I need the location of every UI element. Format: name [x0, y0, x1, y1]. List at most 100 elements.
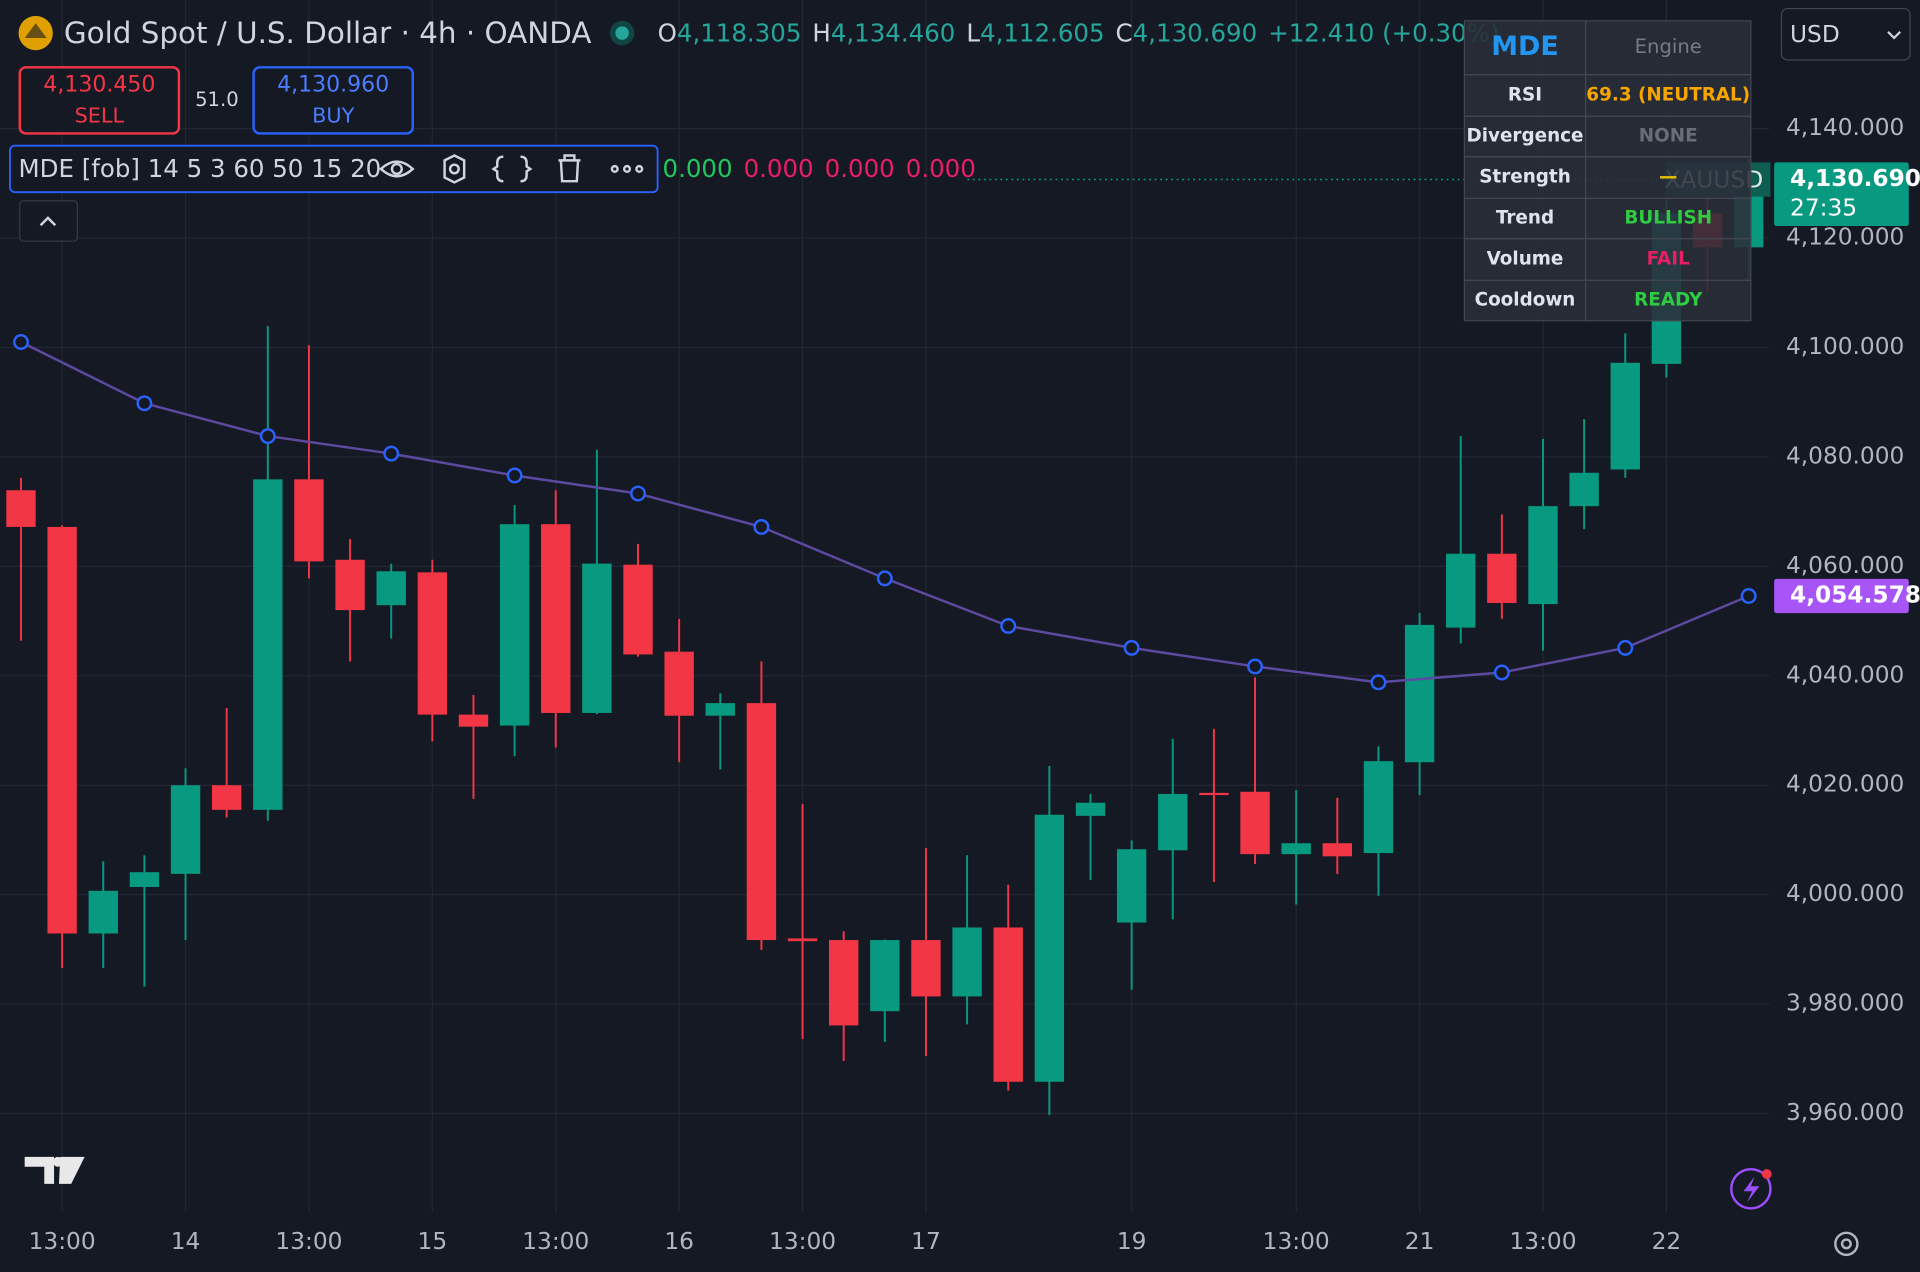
- candle-body: [47, 526, 77, 934]
- ma-marker: [1617, 639, 1634, 656]
- ma-marker: [13, 334, 29, 350]
- candle-body: [705, 703, 735, 716]
- ohlc-key: O: [658, 18, 677, 47]
- candle-body: [787, 938, 818, 942]
- ma-marker: [136, 395, 153, 412]
- buy-price: 4,130.960: [277, 73, 389, 98]
- table-key: Cooldown: [1475, 290, 1576, 311]
- buy-button[interactable]: [252, 66, 414, 135]
- currency-caret: [1887, 31, 1902, 40]
- candle-body: [1281, 843, 1311, 855]
- eye-icon[interactable]: [379, 160, 415, 178]
- y-tick-label: 4,100.000: [1786, 333, 1904, 360]
- source-icon[interactable]: [491, 155, 533, 183]
- candle-body: [993, 927, 1023, 1082]
- currency-select[interactable]: [1780, 7, 1911, 61]
- table-key: Strength: [1479, 167, 1571, 188]
- indicator-values: 0.000 0.000 0.000 0.000: [663, 154, 976, 183]
- candle-body: [623, 564, 653, 655]
- y-tick-label: 4,000.000: [1786, 880, 1904, 907]
- candle-body: [746, 703, 777, 941]
- candle-body: [1199, 792, 1229, 796]
- ohlc-value: 4,134.460: [831, 18, 956, 47]
- ohlc-key: C: [1116, 18, 1133, 47]
- candle-body: [417, 572, 448, 715]
- candle-body: [1610, 362, 1640, 470]
- table-key: Trend: [1496, 208, 1554, 229]
- candle-body: [376, 571, 406, 606]
- x-tick-label: 22: [1652, 1228, 1682, 1255]
- ohlc-change: +12.410 (+0.30%): [1268, 18, 1499, 47]
- more-dot: [635, 164, 644, 173]
- y-tick-label: 4,080.000: [1786, 442, 1904, 469]
- ma-marker: [1247, 658, 1264, 675]
- y-tick-label: 4,140.000: [1786, 114, 1904, 141]
- more-dot: [622, 164, 632, 173]
- table-header: MDE: [1491, 31, 1559, 62]
- candle-body: [458, 714, 489, 727]
- live-dot: [615, 26, 629, 40]
- table-value: READY: [1634, 290, 1703, 311]
- candle-body: [211, 785, 242, 810]
- x-tick-label: 14: [171, 1228, 201, 1255]
- indicator-legend[interactable]: [9, 144, 659, 194]
- currency-label: USD: [1790, 21, 1840, 48]
- candle-body: [911, 940, 941, 997]
- ohlc-value: 4,118.305: [677, 18, 802, 47]
- ma-marker: [1493, 664, 1510, 681]
- notification-dot: [1761, 1169, 1772, 1179]
- symbol-title: Gold Spot / U.S. Dollar · 4h · OANDA: [64, 16, 592, 50]
- ma-marker: [630, 485, 646, 502]
- price-tag-timer: 27:35: [1790, 194, 1857, 221]
- indicator-value: 0.000: [906, 154, 976, 183]
- candle-body: [829, 940, 859, 1026]
- legend-icons: [379, 154, 644, 184]
- y-tick-label: 4,060.000: [1786, 552, 1904, 579]
- price-tag-label: 4,054.578: [1790, 582, 1920, 609]
- eye-pupil: [390, 162, 403, 176]
- candle-body: [6, 490, 36, 527]
- settings-gear[interactable]: [1834, 1231, 1859, 1257]
- tv-logo-dot: [52, 1156, 63, 1167]
- price-tag: [1774, 578, 1909, 614]
- candle-body: [1116, 849, 1147, 923]
- x-tick-label: 13:00: [29, 1228, 96, 1255]
- y-tick-label: 3,980.000: [1786, 990, 1904, 1017]
- ma-marker: [506, 467, 523, 484]
- y-tick-label: 3,960.000: [1786, 1099, 1904, 1126]
- ma-marker: [383, 445, 400, 462]
- candle-body: [1487, 553, 1517, 603]
- sell-button[interactable]: [18, 66, 181, 135]
- candle-body: [541, 524, 571, 713]
- candle-body: [1075, 802, 1106, 816]
- candle-body: [1322, 843, 1353, 857]
- table-value: —: [1659, 167, 1677, 188]
- candle-body: [664, 651, 694, 716]
- buy-label: BUY: [312, 103, 354, 127]
- ohlc-value: 4,130.690: [1133, 18, 1258, 47]
- candle-body: [952, 927, 982, 997]
- indicator-label: MDE [fob] 14 5 3 60 50 15 20: [19, 154, 382, 183]
- settings-icon[interactable]: [443, 154, 466, 184]
- y-tick-label: 4,120.000: [1786, 224, 1904, 251]
- delete-icon[interactable]: [558, 154, 581, 183]
- spread: 51.0: [195, 88, 239, 111]
- ma-marker: [1370, 674, 1387, 691]
- more-dot[interactable]: [610, 164, 619, 173]
- candle-body: [253, 479, 283, 810]
- x-tick-label: 13:00: [1263, 1228, 1330, 1255]
- x-tick-label: 13:00: [769, 1228, 836, 1255]
- sell-price: 4,130.450: [43, 73, 155, 98]
- ma-marker: [259, 428, 276, 445]
- lightning-button[interactable]: [1730, 1167, 1772, 1210]
- collapse-button[interactable]: [19, 200, 78, 242]
- sell-label: SELL: [75, 103, 125, 127]
- candle-body: [1528, 506, 1558, 605]
- indicator-value: 0.000: [744, 154, 814, 183]
- ma-marker: [876, 570, 893, 587]
- candle-body: [88, 890, 118, 934]
- candle-body: [1158, 793, 1188, 851]
- table-value: 69.3 (NEUTRAL): [1586, 84, 1750, 105]
- price-tag: [1774, 162, 1909, 227]
